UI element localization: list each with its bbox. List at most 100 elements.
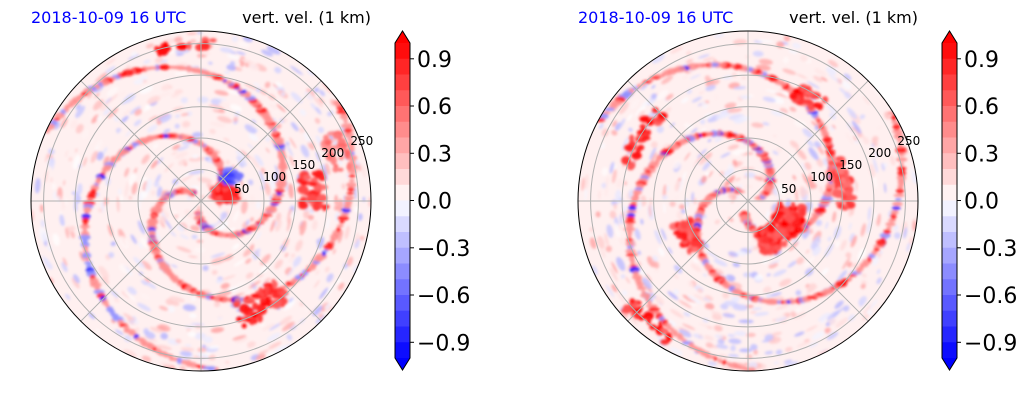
field-cell — [740, 348, 754, 351]
field-feature-cell — [629, 134, 635, 143]
field-cell — [605, 284, 615, 298]
field-band-cell — [627, 234, 632, 239]
field-cell — [818, 185, 824, 194]
field-cell — [711, 313, 723, 321]
field-cell — [323, 166, 328, 182]
field-cell — [354, 232, 359, 245]
field-cell — [811, 331, 825, 340]
field-cell — [817, 146, 825, 155]
field-cell — [757, 39, 774, 43]
field-cell — [698, 90, 705, 95]
field-cell — [640, 82, 649, 91]
field-feature-cell — [780, 220, 789, 228]
field-band-cell — [340, 212, 349, 217]
field-cell — [861, 273, 867, 278]
field-cell — [334, 194, 338, 206]
field-cell — [51, 183, 56, 190]
field-band-cell — [780, 300, 786, 305]
field-cell — [216, 290, 232, 297]
field-cell — [180, 97, 188, 104]
field-cell — [70, 119, 78, 129]
field-feature-cell — [258, 287, 264, 297]
colorbar-tick-label: 0.0 — [417, 190, 452, 215]
field-cell — [161, 205, 168, 220]
field-cell — [873, 173, 878, 189]
field-cell — [678, 300, 692, 309]
field-cell — [346, 256, 354, 267]
field-band-cell — [713, 357, 718, 361]
field-cell — [341, 183, 346, 190]
field-cell — [220, 274, 236, 281]
polar-grid-right — [578, 31, 918, 371]
field-cell — [115, 329, 124, 336]
field-cell — [725, 274, 736, 282]
field-cell — [106, 86, 119, 97]
field-cell — [127, 286, 137, 295]
field-cell — [618, 237, 626, 246]
field-cell — [713, 33, 725, 38]
field-cell — [776, 146, 782, 153]
field-cell — [259, 170, 266, 186]
field-cell — [249, 155, 260, 169]
field-cell — [806, 176, 814, 190]
field-cell — [785, 346, 793, 352]
field-cell — [144, 277, 151, 283]
field-cell — [229, 61, 236, 67]
field-feature-cell — [631, 151, 642, 160]
field-band-cell — [608, 103, 618, 109]
field-cell — [604, 182, 609, 197]
field-cell — [796, 148, 807, 160]
field-feature-cell — [344, 149, 351, 159]
field-cell — [324, 303, 331, 310]
field-cell — [314, 117, 321, 124]
field-cell — [770, 331, 782, 337]
field-cell — [241, 199, 248, 214]
field-cell — [73, 274, 80, 284]
field-cell — [862, 136, 870, 145]
field-cell — [288, 183, 294, 199]
colorbar-segment — [395, 216, 410, 233]
colorbar-tick-label: 0.9 — [417, 48, 452, 73]
field-cell — [263, 277, 271, 284]
field-cell — [713, 325, 723, 332]
field-cell — [293, 256, 302, 267]
field-cell — [847, 314, 856, 322]
field-cell — [828, 318, 837, 326]
colorbar-segment — [395, 232, 410, 249]
field-cell — [839, 87, 848, 96]
grid-spoke — [200, 80, 322, 202]
field-cell — [140, 176, 148, 189]
field-cell — [193, 247, 206, 253]
field-cell — [796, 256, 805, 265]
field-cell — [131, 51, 138, 57]
field-feature-cell — [659, 328, 669, 334]
field-feature-cell — [780, 240, 788, 248]
field-cell — [808, 342, 819, 348]
field-feature-cell — [626, 144, 633, 152]
field-band-cell — [883, 229, 891, 235]
field-band-cell — [623, 227, 636, 232]
field-cell — [682, 75, 688, 79]
field-cell — [863, 303, 873, 315]
field-cell — [283, 104, 289, 110]
field-cell — [766, 273, 771, 277]
field-band-cell — [337, 215, 349, 221]
field-cell — [284, 252, 289, 258]
field-cell — [867, 206, 872, 221]
polar-grid-left — [31, 31, 371, 371]
field-cell — [773, 361, 780, 364]
field-cell — [226, 54, 241, 60]
colorbar-segment — [395, 43, 410, 60]
field-cell — [620, 274, 626, 279]
field-cell — [149, 326, 163, 333]
colorbar-segment — [395, 326, 410, 343]
field-cell — [703, 273, 707, 277]
colorbar-tick-label: −0.6 — [417, 284, 470, 309]
field-band-cell — [721, 360, 727, 365]
field-cell — [159, 59, 168, 64]
field-cell — [597, 235, 605, 250]
field-cell — [304, 91, 314, 101]
field-cell — [728, 216, 734, 223]
field-feature-cell — [257, 305, 267, 315]
field-cell — [778, 89, 786, 92]
